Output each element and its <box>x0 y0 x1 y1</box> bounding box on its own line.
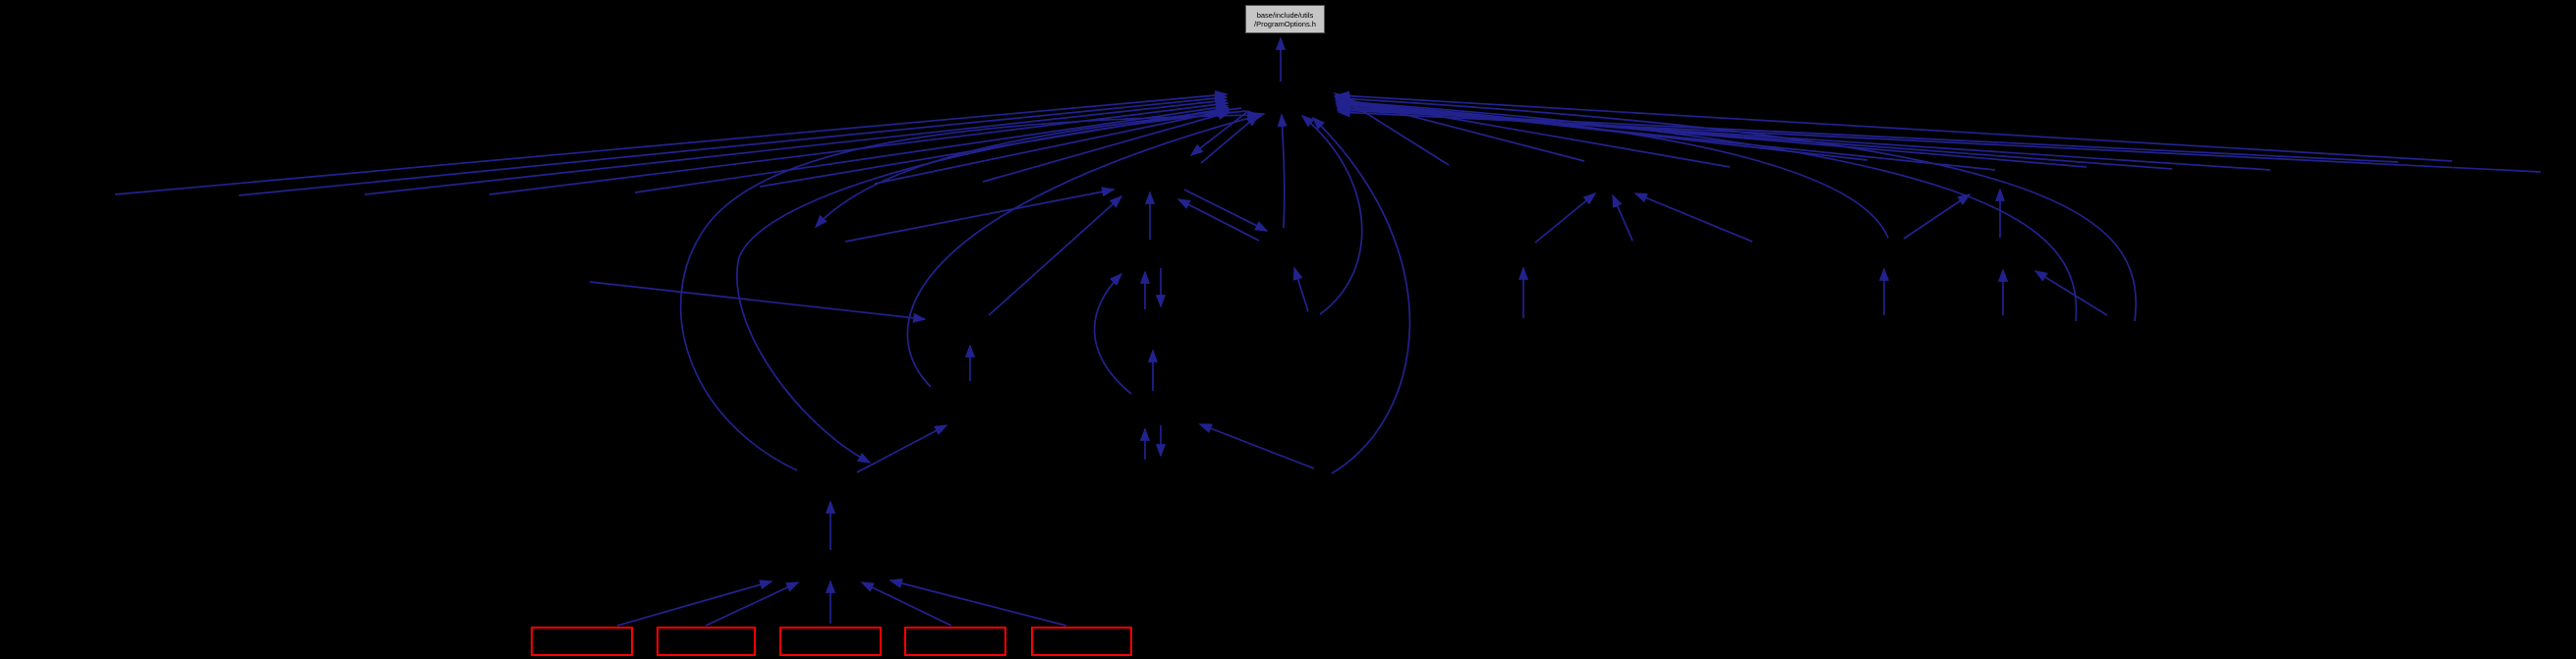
graph-node-truncated[interactable] <box>904 627 1006 656</box>
graph-edge <box>705 581 800 627</box>
graph-edge <box>982 110 1231 183</box>
graph-edge <box>888 578 1067 627</box>
graph-edge <box>1189 110 1249 157</box>
graph-edge <box>1337 107 2542 173</box>
graph-edge <box>1335 98 1889 239</box>
graph-edge <box>2033 270 2108 316</box>
graph-node-truncated[interactable] <box>657 627 756 656</box>
graph-edge <box>814 107 1242 229</box>
graph-edge <box>1335 99 2088 168</box>
graph-edge <box>238 93 1229 196</box>
graph-edge <box>1198 423 1315 469</box>
graph-node-truncated[interactable] <box>531 627 633 656</box>
graph-edge <box>1300 114 1363 315</box>
graph-edge <box>1311 116 1411 474</box>
graph-edge <box>1176 198 1260 242</box>
graph-edge <box>856 424 948 473</box>
graph-edge <box>844 187 1116 243</box>
graph-edge <box>589 281 927 323</box>
header-node-label-line2: /ProgramOptions.h <box>1254 19 1316 28</box>
graph-edge <box>736 110 1247 464</box>
graph-node-truncated[interactable] <box>1031 627 1132 656</box>
graph-edge <box>1337 93 2137 322</box>
graph-edge <box>1633 192 1753 243</box>
graph-edge <box>1903 193 1972 240</box>
graph-edge <box>616 579 773 627</box>
graph-edge <box>1292 266 1309 312</box>
graph-edge <box>1336 105 2399 163</box>
graph-node-truncated[interactable] <box>779 627 882 656</box>
graph-edge <box>114 89 1229 195</box>
graph-edge <box>364 96 1229 195</box>
graph-node-programoptions-header[interactable]: base/include/utils /ProgramOptions.h <box>1245 5 1325 33</box>
graph-edge <box>679 110 1261 471</box>
graph-edge <box>906 112 1266 388</box>
graph-edge <box>634 102 1230 193</box>
graph-edge <box>1612 193 1633 242</box>
graph-edge <box>1336 90 2453 162</box>
graph-edge <box>1200 113 1260 164</box>
graph-edge <box>1336 96 2078 322</box>
graph-edge <box>988 194 1123 316</box>
graph-edge <box>860 581 952 627</box>
graph-edge <box>874 107 1231 185</box>
graph-edge <box>1277 113 1288 229</box>
graph-edge <box>1183 189 1269 232</box>
graph-edge <box>1534 192 1597 244</box>
header-node-label-line1: base/include/utils <box>1256 10 1314 20</box>
graph-edge <box>1093 272 1132 395</box>
